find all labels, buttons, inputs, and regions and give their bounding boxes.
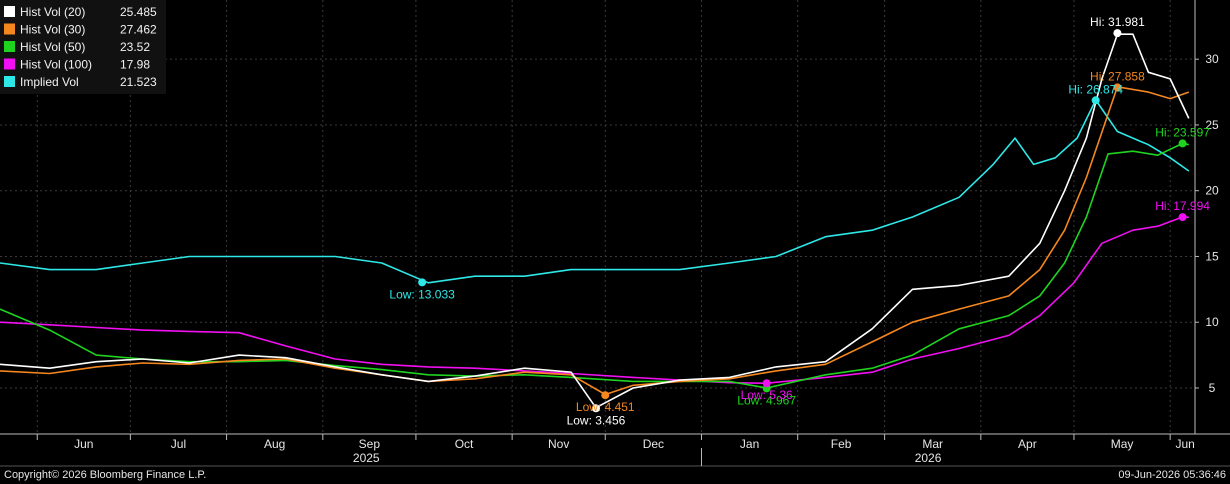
series-lines <box>0 33 1190 409</box>
legend-series-value: 17.98 <box>120 58 150 72</box>
y-axis: 5 10 15 20 25 30 <box>1194 0 1219 434</box>
extreme-marker <box>1113 29 1122 38</box>
x-tick-label: Jul <box>171 437 186 451</box>
high-label: Hi: 17.994 <box>1155 199 1210 213</box>
series-line <box>0 33 1190 409</box>
legend-series-name: Hist Vol (30) <box>20 23 85 37</box>
x-tick-label: Apr <box>1018 437 1037 451</box>
legend-background <box>0 0 166 94</box>
legend-series-value: 25.485 <box>120 5 157 19</box>
copyright-text: Copyright© 2026 Bloomberg Finance L.P. <box>4 469 206 481</box>
grid-lines <box>0 0 1195 434</box>
high-label: Hi: 23.597 <box>1155 125 1210 139</box>
legend-series-name: Implied Vol <box>20 75 79 89</box>
high-label: Hi: 31.981 <box>1090 15 1145 29</box>
extreme-marker <box>1091 96 1100 105</box>
x-tick-label: Aug <box>264 437 285 451</box>
x-tick-label: Oct <box>455 437 474 451</box>
y-tick-label: 30 <box>1205 52 1219 66</box>
low-label: Low: 13.033 <box>389 287 455 301</box>
extreme-marker <box>1113 83 1122 92</box>
x-tick-label: Feb <box>831 437 852 451</box>
extreme-marker <box>591 404 600 413</box>
legend-series-value: 27.462 <box>120 23 157 37</box>
low-label: Low: 4.451 <box>576 400 635 414</box>
extreme-marker <box>1178 139 1187 148</box>
legend-swatch <box>4 76 15 87</box>
high-label: Hi: 26.874 <box>1068 82 1123 96</box>
y-tick-label: 15 <box>1205 249 1219 263</box>
year-label: 2025 <box>353 451 380 465</box>
y-tick-label: 10 <box>1205 315 1219 329</box>
x-axis: Jun Jul Aug Sep Oct Nov Dec Jan Feb Mar Apr May Jun 2… <box>0 433 1230 467</box>
x-tick-label: Nov <box>548 437 569 451</box>
x-tick-label: Jun <box>74 437 93 451</box>
extreme-marker <box>418 278 427 287</box>
legend-swatch <box>4 23 15 35</box>
legend: Hist Vol (20) 25.485 Hist Vol (30) 27.462 Hi… <box>0 0 166 94</box>
extreme-marker <box>601 391 610 400</box>
timestamp-text: 09-Jun-2026 05:36:46 <box>1118 469 1226 481</box>
x-tick-label: Jan <box>740 437 759 451</box>
y-tick-label: 20 <box>1205 184 1219 198</box>
extreme-marker <box>762 379 771 388</box>
high-label: Hi: 27.858 <box>1090 69 1145 83</box>
low-label: Low: 4.967 <box>737 393 796 407</box>
legend-series-value: 21.523 <box>120 75 157 89</box>
series-line <box>0 99 1190 284</box>
legend-swatch <box>4 6 15 17</box>
x-tick-label: Sep <box>359 437 381 451</box>
x-tick-label: Jun <box>1175 437 1194 451</box>
year-label: 2026 <box>915 451 942 465</box>
legend-series-name: Hist Vol (20) <box>20 5 85 19</box>
legend-swatch <box>4 41 15 52</box>
extreme-marker <box>1178 213 1187 222</box>
legend-series-name: Hist Vol (50) <box>20 40 85 54</box>
y-tick-label: 25 <box>1205 118 1219 132</box>
y-tick-label: 5 <box>1209 381 1216 395</box>
x-tick-label: May <box>1111 437 1134 451</box>
low-label: Low: 5.36 <box>741 388 793 402</box>
legend-swatch <box>4 58 15 70</box>
low-label: Low: 3.456 <box>567 413 626 427</box>
x-tick-label: Mar <box>922 437 943 451</box>
x-tick-label: Dec <box>643 437 664 451</box>
legend-series-name: Hist Vol (100) <box>20 58 92 72</box>
legend-series-value: 23.52 <box>120 40 150 54</box>
annotations: Hi: 31.981 Low: 3.456 Hi: 27.858 Low: 4.451… <box>389 15 1210 427</box>
